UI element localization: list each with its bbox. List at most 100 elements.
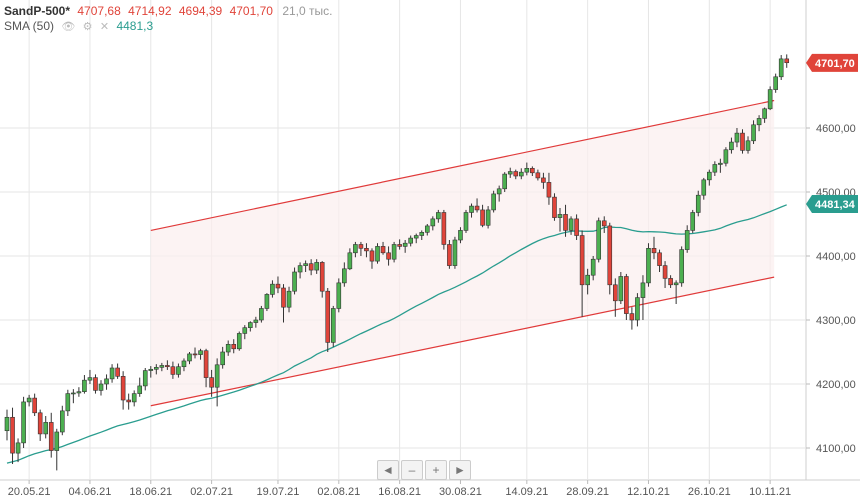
candle	[513, 169, 519, 180]
candle	[170, 361, 176, 379]
candle	[142, 368, 148, 391]
candle	[253, 316, 259, 328]
candle-body	[264, 294, 270, 309]
candle-body	[165, 365, 170, 368]
candle	[369, 248, 375, 269]
candle	[82, 375, 87, 394]
candle-body	[474, 205, 480, 211]
candle-body	[408, 237, 413, 244]
candle-body	[458, 230, 463, 241]
candle-body	[679, 249, 684, 284]
candle	[308, 259, 314, 276]
x-tick-label: 14.09.21	[505, 486, 548, 498]
candle	[236, 331, 242, 351]
candle	[319, 261, 325, 298]
price-badges: 4701,70 4481,34	[806, 53, 858, 213]
close-icon[interactable]: ✕	[99, 21, 110, 33]
zoom-out-button[interactable]: –	[401, 460, 423, 480]
candle-body	[286, 290, 292, 308]
sma-line	[6, 204, 787, 464]
candle	[729, 137, 734, 154]
candle	[220, 346, 225, 369]
candle-body	[386, 252, 391, 260]
candle-body	[447, 244, 452, 266]
candle	[32, 393, 37, 416]
candle	[408, 235, 413, 247]
candle	[242, 325, 248, 340]
y-axis: 4100,004200,004300,004400,004500,004600,…	[806, 123, 856, 455]
eye-icon[interactable]: 👁	[61, 21, 76, 33]
candle	[336, 278, 342, 313]
x-tick-label: 30.08.21	[439, 486, 482, 498]
candle-body	[82, 379, 87, 392]
candle-body	[209, 377, 214, 388]
candle-body	[131, 393, 137, 403]
candle-body	[314, 262, 319, 271]
candle-body	[104, 378, 109, 385]
candle	[712, 161, 718, 176]
scroll-right-button[interactable]: ►	[449, 460, 471, 480]
candle-body	[32, 397, 37, 414]
candle-body	[98, 383, 104, 391]
candle-body	[4, 416, 10, 432]
candle-body	[657, 252, 662, 266]
gear-icon[interactable]: ⚙	[82, 21, 93, 33]
candle	[695, 190, 701, 217]
candle-body	[574, 218, 579, 236]
candle	[424, 224, 430, 236]
candle-body	[402, 242, 408, 247]
candle-body	[43, 422, 49, 435]
chart-navigation: ◄ – + ►	[377, 460, 473, 480]
candle-body	[71, 392, 76, 395]
candle	[37, 409, 43, 441]
x-tick-label: 28.09.21	[566, 486, 609, 498]
candle-body	[690, 212, 696, 231]
candle-body	[109, 367, 115, 380]
candle-body	[784, 58, 790, 64]
candle-body	[176, 366, 181, 375]
candle-body	[253, 319, 259, 323]
candle	[43, 416, 49, 439]
candle	[402, 240, 408, 253]
candle	[131, 390, 137, 407]
candle-body	[740, 132, 745, 151]
candle-body	[712, 164, 718, 173]
candle	[165, 360, 170, 370]
candle	[745, 136, 751, 154]
candle	[181, 358, 187, 372]
last-price-badge-shape	[806, 53, 858, 72]
candle-body	[552, 196, 557, 218]
candle	[541, 172, 546, 189]
candle-body	[93, 377, 98, 391]
candle-body	[275, 283, 281, 289]
candle	[198, 348, 203, 360]
candle	[662, 261, 668, 288]
candle	[640, 275, 646, 320]
candle	[436, 209, 441, 223]
candle-body	[723, 149, 729, 164]
scroll-left-button[interactable]: ◄	[377, 460, 399, 480]
ohlc-row: SandP-500* 4707,68 4714,92 4694,39 4701,…	[4, 4, 332, 19]
candle	[563, 204, 568, 237]
candle-body	[87, 377, 93, 381]
candle	[673, 280, 679, 304]
candle-body	[231, 344, 237, 350]
zoom-in-button[interactable]: +	[425, 460, 447, 480]
candle-body	[651, 248, 657, 254]
candle	[607, 222, 613, 295]
candle	[159, 362, 165, 372]
candle	[375, 243, 380, 264]
candle	[259, 305, 264, 323]
candle-body	[563, 214, 568, 231]
candle-body	[413, 235, 419, 239]
candle	[762, 107, 767, 123]
candle	[380, 241, 386, 255]
candle-body	[170, 366, 176, 375]
candle-body	[154, 367, 159, 370]
candle	[480, 204, 485, 228]
candle-body	[142, 370, 148, 387]
candle	[718, 158, 723, 173]
candle	[275, 276, 281, 294]
candle-body	[684, 230, 690, 250]
